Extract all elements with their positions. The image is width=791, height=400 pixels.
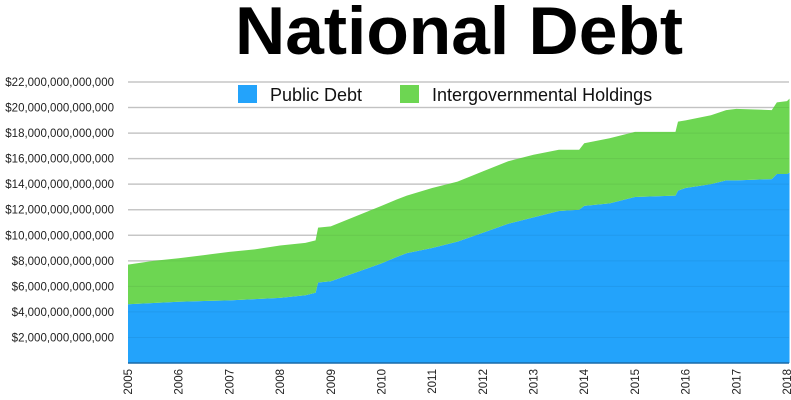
y-tick-label: $22,000,000,000,000: [5, 77, 114, 89]
x-tick-label: 2017: [731, 369, 743, 395]
y-tick-label: $18,000,000,000,000: [5, 128, 114, 140]
x-tick-label: 2016: [681, 369, 693, 395]
x-tick-label: 2006: [174, 369, 186, 395]
legend-swatch-public-debt: [238, 85, 257, 103]
x-tick-label: 2011: [427, 369, 439, 394]
y-tick-label: $4,000,000,000,000: [12, 307, 114, 319]
x-tick-label: 2013: [529, 369, 541, 395]
x-axis: 2005 2006 2007 2008 2009 2010 2011 2012 2013 2014…: [123, 368, 791, 394]
y-tick-label: $14,000,000,000,000: [5, 179, 114, 191]
legend-swatch-intergovernmental-holdings: [400, 85, 419, 103]
y-tick-label: $8,000,000,000,000: [12, 256, 114, 268]
y-tick-label: $10,000,000,000,000: [5, 230, 114, 242]
x-tick-label: 2005: [123, 369, 135, 395]
y-tick-label: $20,000,000,000,000: [5, 103, 114, 115]
gridlines-overlay: [128, 81, 789, 338]
x-tick-label: 2018: [782, 369, 791, 395]
legend: Public Debt Intergovernmental Holdings: [238, 85, 652, 105]
x-tick-label: 2014: [579, 368, 591, 394]
y-tick-label: $2,000,000,000,000: [12, 332, 114, 344]
x-tick-label: 2009: [326, 369, 338, 395]
legend-label-public-debt: Public Debt: [270, 85, 362, 105]
legend-label-intergovernmental-holdings: Intergovernmental Holdings: [432, 85, 652, 105]
y-tick-label: $16,000,000,000,000: [5, 154, 114, 166]
x-tick-label: 2012: [478, 369, 490, 395]
chart-title: National Debt: [235, 0, 683, 69]
area-public-debt: [128, 172, 790, 363]
area-intergovernmental-holdings: [128, 98, 790, 305]
x-tick-label: 2015: [630, 369, 642, 395]
y-axis: $2,000,000,000,000 $4,000,000,000,000 $6,0…: [5, 77, 114, 344]
x-tick-label: 2007: [224, 369, 236, 395]
y-tick-label: $6,000,000,000,000: [12, 281, 114, 293]
y-tick-label: $12,000,000,000,000: [5, 205, 114, 217]
x-tick-label: 2010: [376, 369, 388, 395]
x-tick-label: 2008: [275, 369, 287, 395]
areas: [128, 98, 790, 364]
